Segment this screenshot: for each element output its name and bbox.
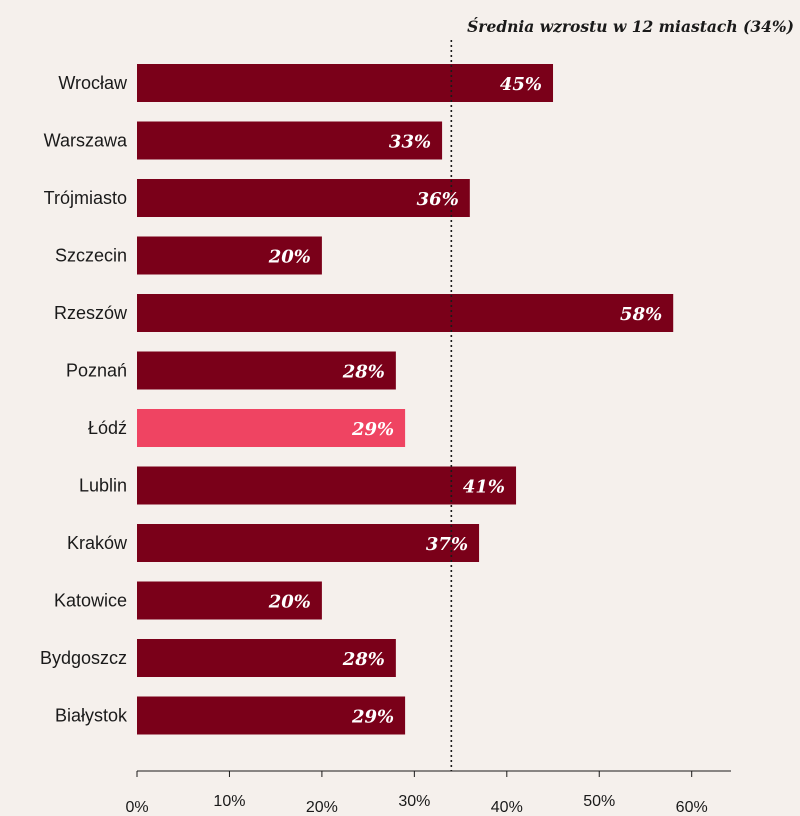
data-label: 20% — [268, 247, 311, 268]
category-label: Szczecin — [55, 246, 127, 266]
bars-group — [137, 64, 674, 735]
x-tick-label: 10% — [213, 793, 245, 810]
bar-Wrocław — [137, 64, 554, 102]
data-label: 29% — [351, 707, 394, 728]
category-label: Warszawa — [44, 131, 128, 151]
reference-line-group: Średnia wzrostu w 12 miastach (34%) — [450, 17, 794, 771]
x-tick-label: 30% — [398, 793, 430, 810]
bar-Lublin — [137, 466, 517, 505]
category-label: Lublin — [79, 476, 127, 496]
bar-Trójmiasto — [137, 179, 470, 217]
category-label: Poznań — [66, 361, 127, 381]
category-label: Kraków — [67, 533, 128, 553]
labels-group: Wrocław 45% Warszawa 33% Trójmiasto 36% Szczec… — [40, 73, 662, 728]
data-label: 28% — [342, 649, 385, 670]
category-label: Wrocław — [58, 73, 128, 93]
category-label: Katowice — [54, 591, 127, 611]
bar-Rzeszów — [137, 294, 674, 332]
x-tick-label: 50% — [583, 793, 615, 810]
reference-line-label: Średnia wzrostu w 12 miastach (34%) — [467, 17, 794, 36]
bar-Kraków — [137, 524, 480, 562]
bar-Warszawa — [137, 121, 443, 160]
x-tick-label: 40% — [491, 799, 523, 816]
bar-Białystok — [137, 696, 406, 735]
category-label: Bydgoszcz — [40, 648, 127, 668]
data-label: 58% — [620, 304, 662, 325]
data-label: 41% — [463, 477, 505, 498]
x-tick-label: 20% — [306, 799, 338, 816]
bar-Bydgoszcz — [137, 639, 396, 677]
data-label: 28% — [342, 362, 385, 383]
bar-Katowice — [137, 581, 322, 620]
x-axis: 0% 10% 20% 30% 40% 50% 60% — [125, 770, 731, 816]
category-label: Łódź — [88, 418, 127, 438]
x-tick-label: 60% — [676, 799, 708, 816]
category-label: Rzeszów — [54, 303, 128, 323]
data-label: 37% — [426, 534, 468, 555]
bar-Łódź — [137, 409, 406, 447]
category-label: Trójmiasto — [44, 188, 127, 208]
data-label: 33% — [389, 132, 431, 153]
data-label: 36% — [417, 189, 459, 210]
data-label: 45% — [500, 74, 542, 95]
bar-Szczecin — [137, 236, 322, 275]
data-label: 20% — [268, 592, 311, 613]
x-tick-label: 0% — [125, 799, 148, 816]
category-label: Białystok — [55, 706, 128, 726]
bar-Poznań — [137, 351, 396, 390]
data-label: 29% — [351, 419, 394, 440]
